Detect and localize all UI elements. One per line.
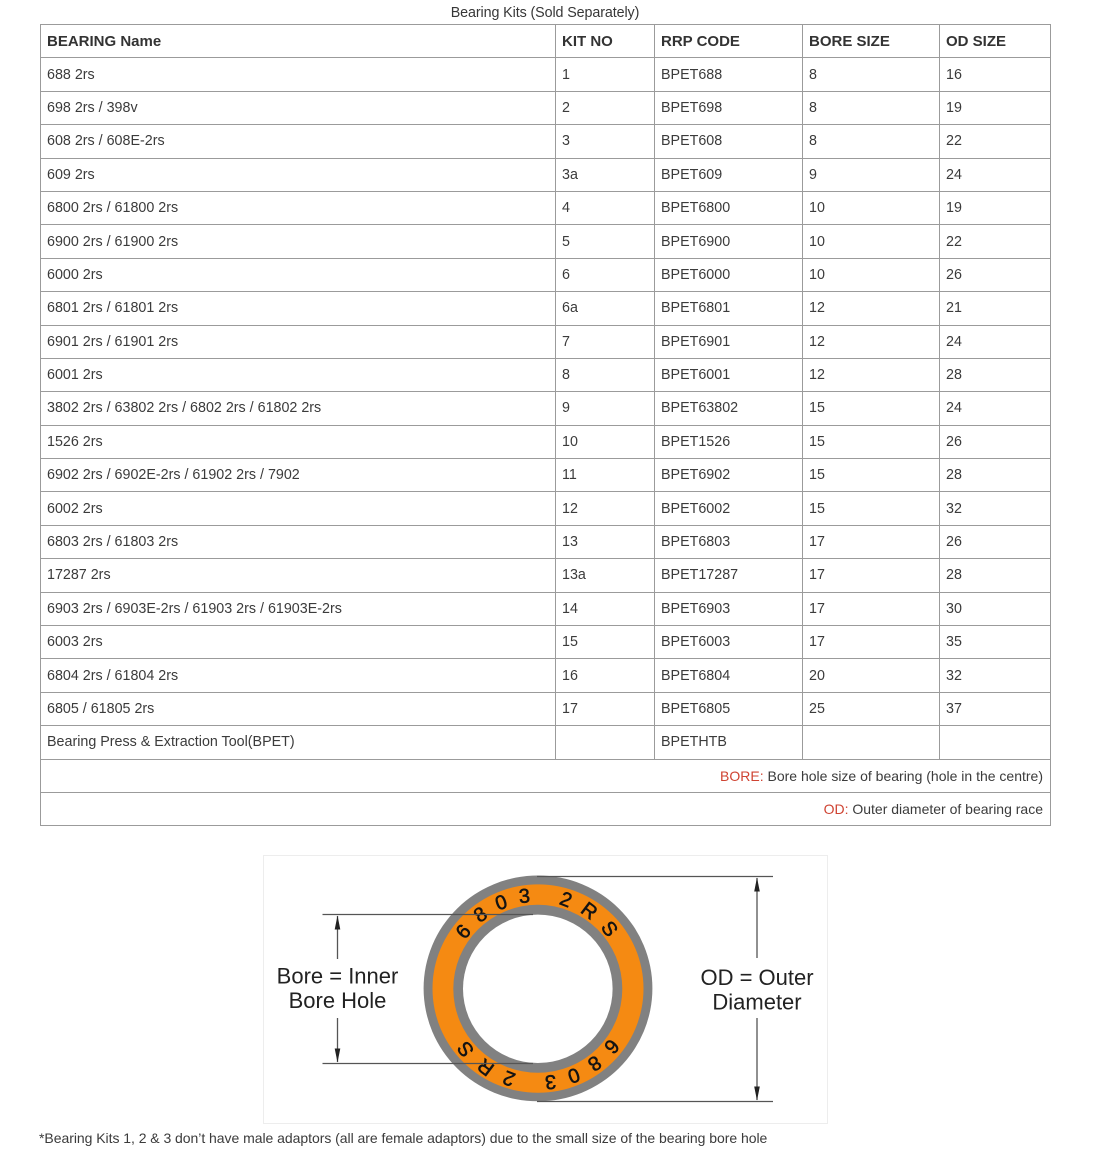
svg-text:Bore Hole: Bore Hole (289, 988, 387, 1013)
svg-text:OD = Outer: OD = Outer (700, 965, 813, 990)
svg-text:Diameter: Diameter (712, 990, 801, 1015)
svg-text:Bore = Inner: Bore = Inner (277, 964, 399, 989)
